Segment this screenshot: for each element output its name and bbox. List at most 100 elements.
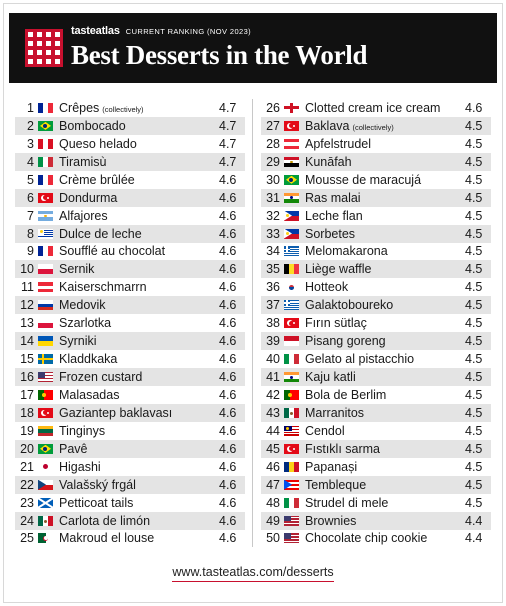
ranking-row[interactable]: 2 Bombocado 4.7 [15,116,245,135]
dessert-name[interactable]: Crème brûlée [59,172,135,187]
dessert-name[interactable]: Baklava [305,118,350,133]
dessert-name[interactable]: Fıstıklı sarma [305,441,381,456]
ranking-row[interactable]: 10 Sernik 4.6 [15,260,245,279]
dessert-name[interactable]: Dondurma [59,190,118,205]
ranking-row[interactable]: 5 Crème brûlée 4.6 [15,171,245,189]
ranking-row[interactable]: 30 Mousse de maracujá 4.5 [261,171,491,189]
dessert-name[interactable]: Strudel di mele [305,495,389,510]
ranking-row[interactable]: 3 Queso helado 4.7 [15,135,245,153]
ranking-row[interactable]: 50 Chocolate chip cookie 4.4 [261,530,491,548]
dessert-name[interactable]: Galaktoboureko [305,298,394,313]
ranking-row[interactable]: 23 Petticoat tails 4.6 [15,494,245,512]
ranking-row[interactable]: 48 Strudel di mele 4.5 [261,494,491,512]
ranking-row[interactable]: 18 Gaziantep baklavası 4.6 [15,403,245,422]
dessert-name[interactable]: Medovik [59,298,106,313]
ranking-row[interactable]: 49 Brownies 4.4 [261,511,491,530]
ranking-row[interactable]: 46 Papanași 4.5 [261,458,491,476]
ranking-row[interactable]: 43 Marranitos 4.5 [261,403,491,422]
dessert-name[interactable]: Crêpes [59,100,100,115]
ranking-row[interactable]: 26 Clotted cream ice cream 4.6 [261,99,491,117]
dessert-name[interactable]: Leche flan [305,208,363,223]
dessert-name[interactable]: Soufflé au chocolat [59,244,166,259]
dessert-name[interactable]: Kaju katli [305,370,356,385]
ranking-row[interactable]: 42 Bola de Berlim 4.5 [261,386,491,404]
dessert-name[interactable]: Dulce de leche [59,226,142,241]
dessert-name[interactable]: Kladdkaka [59,352,118,367]
ranking-row[interactable]: 28 Apfelstrudel 4.5 [261,135,491,153]
dessert-name[interactable]: Gaziantep baklavası [59,405,173,420]
dessert-name[interactable]: Fırın sütlaç [305,316,367,331]
ranking-row[interactable]: 34 Melomakarona 4.5 [261,243,491,261]
ranking-row[interactable]: 39 Pisang goreng 4.5 [261,332,491,351]
dessert-name[interactable]: Ras malai [305,190,361,205]
ranking-row[interactable]: 19 Tinginys 4.6 [15,422,245,440]
dessert-name[interactable]: Gelato al pistacchio [305,352,415,367]
dessert-name[interactable]: Szarlotka [59,316,112,331]
ranking-row[interactable]: 47 Tembleque 4.5 [261,475,491,494]
ranking-row[interactable]: 20 Pavê 4.6 [15,439,245,458]
ranking-row[interactable]: 16 Frozen custard 4.6 [15,368,245,386]
ranking-row[interactable]: 22 Valašský frgál 4.6 [15,475,245,494]
dessert-name[interactable]: Hotteok [305,280,349,295]
dessert-name[interactable]: Tiramisù [59,154,107,169]
ranking-row[interactable]: 33 Sorbetes 4.5 [261,224,491,243]
ranking-row[interactable]: 21 Higashi 4.6 [15,458,245,476]
ranking-row[interactable]: 4 Tiramisù 4.7 [15,152,245,171]
dessert-name[interactable]: Tinginys [59,423,106,438]
ranking-row[interactable]: 44 Cendol 4.5 [261,422,491,440]
dessert-name[interactable]: Liège waffle [305,262,372,277]
ranking-row[interactable]: 6 Dondurma 4.6 [15,188,245,207]
ranking-row[interactable]: 29 Kunāfah 4.5 [261,152,491,171]
dessert-name[interactable]: Kaiserschmarrn [59,280,147,295]
ranking-row[interactable]: 12 Medovik 4.6 [15,296,245,315]
dessert-name[interactable]: Sernik [59,262,95,277]
ranking-row[interactable]: 31 Ras malai 4.5 [261,188,491,207]
dessert-name[interactable]: Carlota de limón [59,513,151,528]
dessert-name[interactable]: Brownies [305,513,357,528]
dessert-name[interactable]: Higashi [59,459,101,474]
dessert-name[interactable]: Marranitos [305,405,365,420]
ranking-row[interactable]: 17 Malasadas 4.6 [15,386,245,404]
ranking-row[interactable]: 38 Fırın sütlaç 4.5 [261,314,491,332]
dessert-name[interactable]: Papanași [305,459,358,474]
dessert-name[interactable]: Sorbetes [305,226,356,241]
ranking-row[interactable]: 25 Makroud el louse 4.6 [15,530,245,548]
dessert-name[interactable]: Pavê [59,441,88,456]
ranking-row[interactable]: 15 Kladdkaka 4.6 [15,350,245,368]
dessert-name[interactable]: Apfelstrudel [305,136,372,151]
dessert-name[interactable]: Valašský frgál [59,477,136,492]
dessert-name[interactable]: Frozen custard [59,370,143,385]
dessert-name[interactable]: Makroud el louse [59,531,155,546]
ranking-row[interactable]: 27 Baklava (collectively) 4.5 [261,116,491,135]
footer-link[interactable]: www.tasteatlas.com/desserts [0,565,506,582]
ranking-row[interactable]: 40 Gelato al pistacchio 4.5 [261,350,491,368]
dessert-name[interactable]: Melomakarona [305,244,388,259]
ranking-row[interactable]: 35 Liège waffle 4.5 [261,260,491,279]
dessert-name[interactable]: Tembleque [305,477,367,492]
dessert-name[interactable]: Kunāfah [305,154,352,169]
dessert-name[interactable]: Pisang goreng [305,334,386,349]
dessert-name[interactable]: Queso helado [59,136,137,151]
dessert-name[interactable]: Petticoat tails [59,495,134,510]
dessert-name[interactable]: Clotted cream ice cream [305,100,441,115]
dessert-name[interactable]: Bola de Berlim [305,387,387,402]
ranking-row[interactable]: 24 Carlota de limón 4.6 [15,511,245,530]
ranking-row[interactable]: 9 Soufflé au chocolat 4.6 [15,243,245,261]
ranking-row[interactable]: 14 Syrniki 4.6 [15,332,245,351]
ranking-row[interactable]: 45 Fıstıklı sarma 4.5 [261,439,491,458]
dessert-name[interactable]: Malasadas [59,387,120,402]
ranking-row[interactable]: 8 Dulce de leche 4.6 [15,224,245,243]
dessert-name[interactable]: Syrniki [59,334,97,349]
ranking-row[interactable]: 1 Crêpes (collectively) 4.7 [15,99,245,117]
ranking-row[interactable]: 41 Kaju katli 4.5 [261,368,491,386]
dessert-name[interactable]: Mousse de maracujá [305,172,422,187]
dessert-name[interactable]: Bombocado [59,118,126,133]
ranking-row[interactable]: 37 Galaktoboureko 4.5 [261,296,491,315]
footer-url[interactable]: www.tasteatlas.com/desserts [172,565,334,582]
ranking-row[interactable]: 32 Leche flan 4.5 [261,207,491,225]
dessert-name[interactable]: Chocolate chip cookie [305,531,428,546]
dessert-name[interactable]: Alfajores [59,208,108,223]
ranking-row[interactable]: 11 Kaiserschmarrn 4.6 [15,278,245,296]
ranking-row[interactable]: 7 Alfajores 4.6 [15,207,245,225]
ranking-row[interactable]: 13 Szarlotka 4.6 [15,314,245,332]
